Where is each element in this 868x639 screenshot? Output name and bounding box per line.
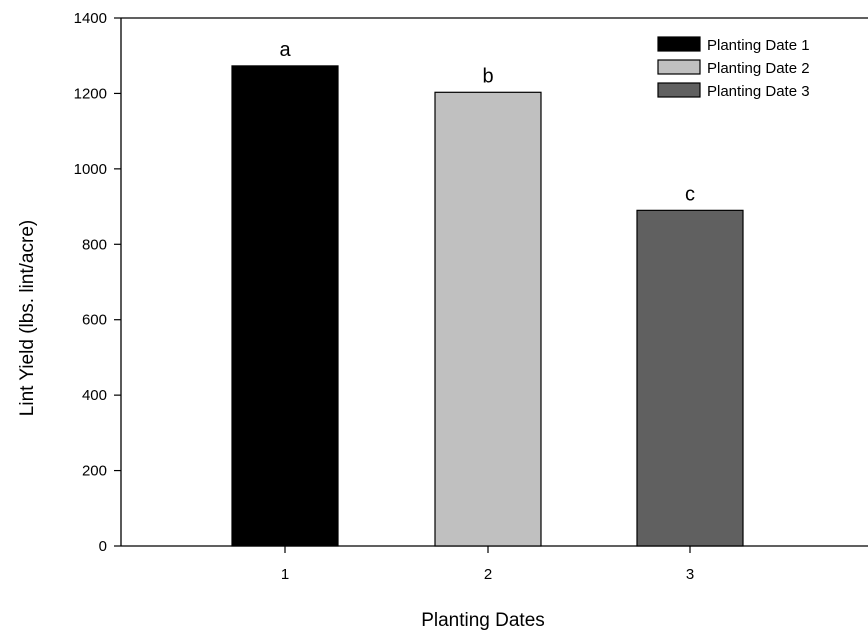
legend-label: Planting Date 3 bbox=[707, 83, 810, 100]
legend-label: Planting Date 1 bbox=[707, 37, 810, 54]
legend-label: Planting Date 2 bbox=[707, 60, 810, 77]
y-tick-label: 0 bbox=[99, 538, 107, 555]
bar bbox=[434, 91, 542, 547]
y-tick-label: 200 bbox=[82, 463, 107, 480]
x-axis-title: Planting Dates bbox=[421, 610, 545, 631]
legend-swatch bbox=[657, 82, 701, 98]
bar-significance-label: b bbox=[482, 65, 493, 87]
y-axis-title: Lint Yield (lbs. lint/acre) bbox=[17, 220, 38, 416]
y-tick-label: 600 bbox=[82, 312, 107, 329]
y-tick-label: 1400 bbox=[74, 10, 107, 27]
y-tick-label: 1200 bbox=[74, 85, 107, 102]
y-tick-label: 800 bbox=[82, 236, 107, 253]
plot-area: 0 200 400 600 800 1000 1200 1400 a 1 b 2 c 3 Planting … bbox=[74, 10, 868, 583]
bar bbox=[636, 209, 744, 547]
y-tick-label: 1000 bbox=[74, 161, 107, 178]
legend-swatch bbox=[657, 36, 701, 52]
bar-significance-label: a bbox=[279, 39, 291, 61]
bar-significance-label: c bbox=[685, 183, 695, 205]
legend-swatch bbox=[657, 59, 701, 75]
bar bbox=[231, 65, 339, 547]
y-tick-label: 400 bbox=[82, 387, 107, 404]
x-tick-label: 3 bbox=[686, 566, 694, 583]
x-tick-label: 2 bbox=[484, 566, 492, 583]
x-tick-label: 1 bbox=[281, 566, 289, 583]
